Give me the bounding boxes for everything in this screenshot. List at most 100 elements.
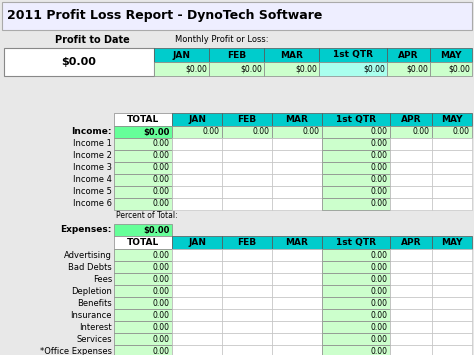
Bar <box>222 321 272 333</box>
Bar <box>272 113 322 126</box>
Bar <box>432 138 472 150</box>
Bar <box>322 297 390 309</box>
Text: Income 5: Income 5 <box>73 187 112 197</box>
Bar <box>114 285 172 297</box>
Bar <box>114 198 172 210</box>
Text: 0.00: 0.00 <box>153 164 170 173</box>
Text: 0.00: 0.00 <box>371 200 388 208</box>
Text: 0.00: 0.00 <box>153 187 170 197</box>
Text: Percent of Total:: Percent of Total: <box>116 211 178 219</box>
Bar <box>172 138 222 150</box>
Bar <box>390 249 432 261</box>
Bar <box>172 273 222 285</box>
Bar <box>272 126 322 138</box>
Bar <box>432 150 472 162</box>
Text: APR: APR <box>398 50 419 60</box>
Bar <box>430 48 472 62</box>
Bar <box>432 321 472 333</box>
Text: 0.00: 0.00 <box>153 175 170 185</box>
Bar <box>172 297 222 309</box>
Bar <box>322 138 390 150</box>
Text: Depletion: Depletion <box>71 286 112 295</box>
Text: $0.00: $0.00 <box>295 65 317 73</box>
Bar <box>172 309 222 321</box>
Text: Profit to Date: Profit to Date <box>55 35 130 45</box>
Text: Income 6: Income 6 <box>73 200 112 208</box>
Text: 0.00: 0.00 <box>371 286 388 295</box>
Bar <box>319 62 387 76</box>
Bar <box>322 285 390 297</box>
Text: Services: Services <box>76 334 112 344</box>
Bar <box>222 150 272 162</box>
Bar <box>172 236 222 249</box>
Bar <box>390 126 432 138</box>
Bar <box>390 309 432 321</box>
Bar <box>432 186 472 198</box>
Bar <box>322 261 390 273</box>
Bar <box>172 113 222 126</box>
Bar <box>432 345 472 355</box>
Text: 0.00: 0.00 <box>153 262 170 272</box>
Bar <box>390 174 432 186</box>
Bar <box>322 333 390 345</box>
Text: TOTAL: TOTAL <box>127 115 159 124</box>
Text: 0.00: 0.00 <box>153 200 170 208</box>
Bar <box>390 273 432 285</box>
Bar <box>432 162 472 174</box>
Text: Income 4: Income 4 <box>73 175 112 185</box>
Text: 0.00: 0.00 <box>371 164 388 173</box>
Text: 0.00: 0.00 <box>203 127 220 137</box>
Bar <box>390 333 432 345</box>
Bar <box>322 198 390 210</box>
Bar <box>390 138 432 150</box>
Text: $0.00: $0.00 <box>62 57 96 67</box>
Text: Bad Debts: Bad Debts <box>68 262 112 272</box>
Bar <box>390 297 432 309</box>
Bar <box>390 345 432 355</box>
Bar <box>390 285 432 297</box>
Bar <box>222 174 272 186</box>
Text: Monthly Profit or Loss:: Monthly Profit or Loss: <box>175 36 268 44</box>
Bar <box>390 321 432 333</box>
Bar <box>432 333 472 345</box>
Text: 0.00: 0.00 <box>153 334 170 344</box>
Bar <box>4 48 154 76</box>
Bar <box>322 113 390 126</box>
Text: 0.00: 0.00 <box>153 311 170 320</box>
Bar <box>430 62 472 76</box>
Bar <box>272 273 322 285</box>
Text: 0.00: 0.00 <box>153 286 170 295</box>
Text: 0.00: 0.00 <box>153 346 170 355</box>
Bar <box>222 113 272 126</box>
Text: 0.00: 0.00 <box>253 127 270 137</box>
Bar <box>172 174 222 186</box>
Bar <box>322 150 390 162</box>
Text: 0.00: 0.00 <box>303 127 320 137</box>
Bar <box>209 62 264 76</box>
Text: 0.00: 0.00 <box>371 140 388 148</box>
Text: $0.00: $0.00 <box>448 65 470 73</box>
Bar <box>432 249 472 261</box>
Bar <box>272 333 322 345</box>
Bar <box>114 309 172 321</box>
Text: FEB: FEB <box>237 115 256 124</box>
Bar <box>272 138 322 150</box>
Text: Insurance: Insurance <box>71 311 112 320</box>
Bar <box>222 236 272 249</box>
Bar <box>432 273 472 285</box>
Text: 0.00: 0.00 <box>153 140 170 148</box>
Bar <box>114 138 172 150</box>
Text: 0.00: 0.00 <box>371 175 388 185</box>
Bar <box>432 236 472 249</box>
Text: MAY: MAY <box>441 115 463 124</box>
Bar <box>209 48 264 62</box>
Bar <box>264 62 319 76</box>
Bar <box>390 236 432 249</box>
Bar <box>114 273 172 285</box>
Text: 0.00: 0.00 <box>371 127 388 137</box>
Bar <box>114 333 172 345</box>
Bar <box>172 150 222 162</box>
Bar <box>432 297 472 309</box>
Bar <box>322 162 390 174</box>
Text: Income 2: Income 2 <box>73 152 112 160</box>
